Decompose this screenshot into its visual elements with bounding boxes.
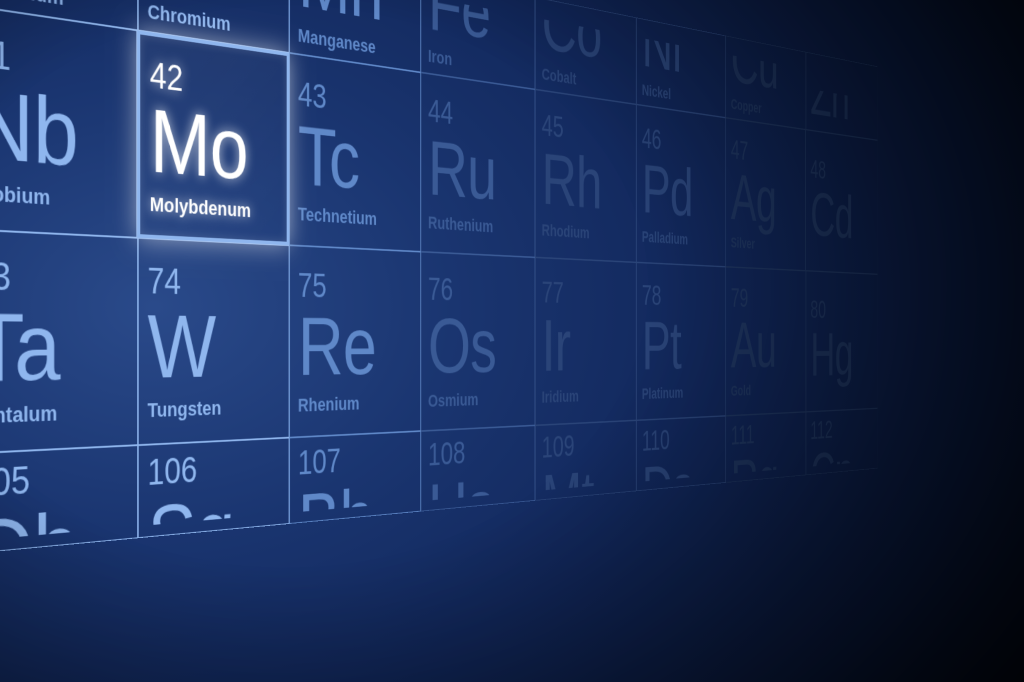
element-cell-cn: 112Cn (806, 408, 878, 475)
element-cell-rh: 45RhRhodium (535, 89, 636, 262)
atomic-number: 112 (810, 415, 877, 444)
element-name: Technetium (298, 204, 420, 231)
element-cell-sg: 106Sg (138, 438, 290, 539)
element-cell-ag: 47AgSilver (726, 118, 806, 271)
element-cell-co: CoCobalt (535, 0, 636, 104)
element-cell-mt: 109Mt (535, 420, 636, 500)
element-symbol: Rh (542, 142, 636, 222)
element-symbol: Ds (642, 451, 725, 481)
periodic-table-grid: VVanadiumCrChromiumMnManganeseFeIronCoCo… (0, 0, 878, 555)
element-symbol: Au (731, 312, 806, 377)
element-name: Tungsten (147, 395, 288, 420)
element-symbol: Pd (642, 153, 725, 228)
element-cell-ni: NiNickel (636, 17, 726, 117)
element-name: Niobium (0, 180, 137, 213)
element-cell-ds: 110Ds (636, 416, 726, 491)
atomic-number: 110 (642, 423, 725, 456)
element-name: Rhodium (542, 221, 636, 244)
element-cell-pt: 78PtPlatinum (636, 262, 726, 420)
element-name: Ruthenium (428, 213, 535, 238)
element-symbol: Mo (150, 95, 287, 196)
element-cell-cd: 48Cd (806, 130, 878, 275)
element-cell-bh: 107Bh (289, 431, 420, 524)
element-name: Osmium (428, 388, 535, 409)
atomic-number: 111 (731, 419, 806, 449)
element-symbol: Fe (428, 0, 490, 51)
element-cell-ru: 44RuRuthenium (421, 72, 536, 257)
element-symbol: Rg (731, 445, 806, 473)
element-symbol: Hg (810, 324, 877, 386)
element-name: Gold (731, 381, 806, 398)
element-cell-mo: 42MoMolybdenum (138, 30, 290, 245)
element-symbol: Cn (810, 440, 877, 467)
element-symbol: W (147, 301, 288, 392)
element-symbol: Os (428, 307, 535, 385)
element-symbol: Nb (0, 74, 137, 184)
element-symbol: Mt (542, 458, 636, 491)
element-cell-hs: 108Hs (421, 425, 536, 511)
element-name: Silver (731, 234, 806, 254)
element-symbol: Co (542, 19, 602, 70)
element-symbol: Ni (642, 38, 681, 83)
element-cell-w: 74WTungsten (138, 238, 290, 445)
periodic-table-scene: VVanadiumCrChromiumMnManganeseFeIronCoCo… (0, 0, 1024, 682)
element-cell-au: 79AuGold (726, 267, 806, 416)
element-name: Iridium (542, 386, 636, 405)
element-symbol: Ag (731, 164, 806, 235)
element-symbol: Ta (0, 298, 137, 396)
element-cell-rg: 111Rg (726, 412, 806, 483)
element-cell-hg: 80Hg (806, 271, 878, 412)
element-symbol: Zn (810, 89, 849, 129)
element-cell-os: 76OsOsmium (421, 252, 536, 431)
element-symbol: Ru (428, 128, 535, 214)
element-cell-ta: 73TaTantalum (0, 229, 138, 454)
element-symbol: Ir (542, 309, 636, 382)
element-symbol: Cd (810, 183, 877, 249)
element-cell-re: 75ReRhenium (289, 245, 420, 437)
element-cell-db: 105Db (0, 445, 138, 555)
element-cell-pd: 46PdPalladium (636, 104, 726, 266)
element-name: Palladium (642, 228, 725, 249)
element-symbol: Tc (298, 113, 420, 206)
element-cell-cu: CuCopper (726, 36, 806, 130)
element-symbol: Pt (642, 311, 725, 380)
element-name: Molybdenum (150, 193, 287, 222)
element-symbol: Re (298, 304, 420, 388)
element-cell-zn: Zn (806, 52, 878, 140)
element-name: Rhenium (298, 392, 420, 415)
element-cell-nb: 41NbNiobium (0, 4, 138, 238)
element-name: Platinum (642, 383, 725, 401)
element-cell-tc: 43TcTechnetium (289, 53, 420, 252)
element-name: Tantalum (0, 400, 137, 427)
element-cell-ir: 77IrIridium (535, 257, 636, 425)
element-symbol: Cu (731, 55, 778, 99)
